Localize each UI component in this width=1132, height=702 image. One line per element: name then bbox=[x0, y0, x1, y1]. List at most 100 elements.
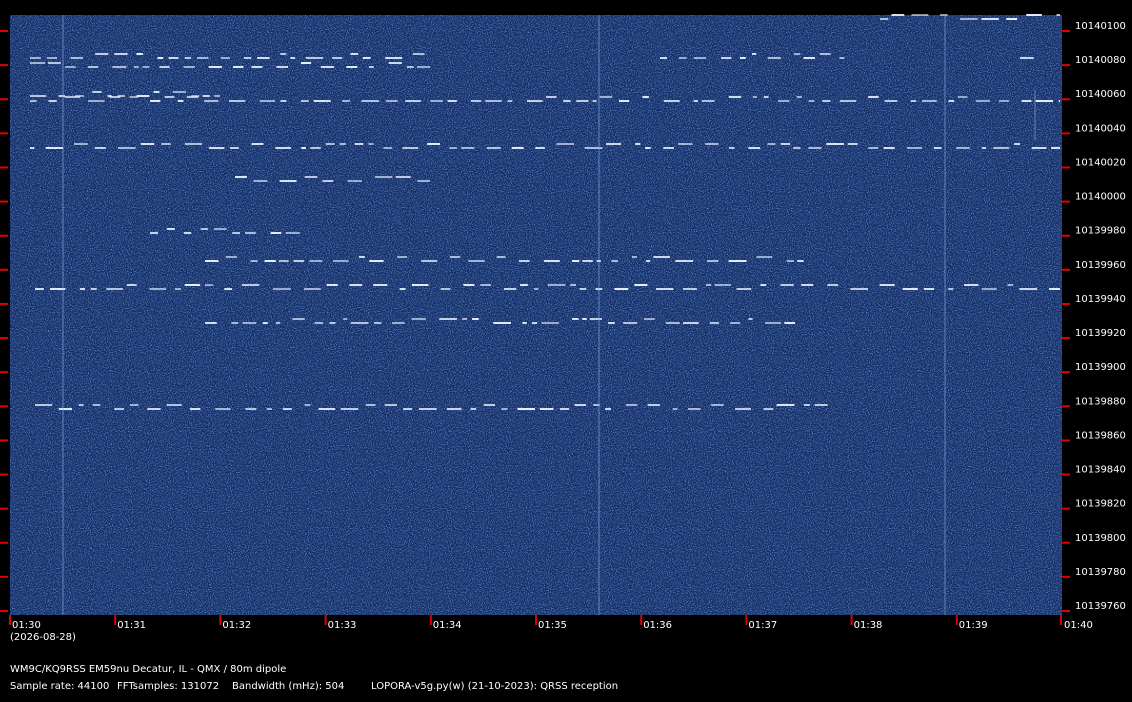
trace-dash bbox=[797, 260, 804, 262]
trace-dash bbox=[539, 408, 554, 410]
trace-dash bbox=[948, 288, 954, 290]
trace-dash bbox=[225, 256, 238, 258]
trace-dash bbox=[183, 66, 195, 68]
trace-dash bbox=[347, 180, 362, 182]
trace-dash bbox=[735, 408, 751, 410]
trace-dash bbox=[1035, 100, 1054, 102]
trace-dash bbox=[46, 57, 57, 59]
trace-dash bbox=[276, 66, 289, 68]
time-tick bbox=[955, 615, 958, 625]
trace-dash bbox=[730, 322, 741, 324]
trace-dash bbox=[332, 260, 349, 262]
trace-dash bbox=[579, 288, 587, 290]
trace-dash bbox=[342, 100, 350, 102]
trace-dash bbox=[385, 100, 398, 102]
trace-dash bbox=[808, 147, 822, 149]
trace-dash bbox=[232, 232, 241, 234]
trace-dash bbox=[166, 228, 175, 230]
trace-dash bbox=[392, 322, 405, 324]
trace-dash bbox=[571, 260, 580, 262]
trace-dash bbox=[642, 96, 649, 98]
trace-dash bbox=[30, 57, 41, 59]
frequency-label: 10140040 bbox=[1075, 123, 1126, 134]
trace-dash bbox=[814, 404, 828, 406]
trace-dash bbox=[701, 100, 715, 102]
trace-dash bbox=[534, 288, 539, 290]
trace-dash bbox=[780, 143, 791, 145]
left-tick bbox=[0, 200, 8, 203]
trace-dash bbox=[803, 404, 810, 406]
trace-dash bbox=[30, 100, 37, 102]
trace-dash bbox=[625, 404, 638, 406]
trace-dash bbox=[714, 284, 732, 286]
trace-dash bbox=[177, 100, 184, 102]
trace-dash bbox=[675, 260, 694, 262]
trace-dash bbox=[906, 147, 922, 149]
left-tick bbox=[0, 30, 8, 32]
right-tick bbox=[1062, 30, 1070, 32]
trace-dash bbox=[784, 322, 795, 324]
trace-dash bbox=[395, 176, 411, 178]
trace-dash bbox=[275, 322, 281, 324]
trace-dash bbox=[468, 260, 485, 262]
trace-dash bbox=[911, 14, 929, 16]
trace-dash bbox=[728, 147, 735, 149]
frequency-label: 10139920 bbox=[1075, 328, 1126, 339]
frequency-label: 10139900 bbox=[1075, 362, 1126, 373]
trace-dash bbox=[369, 66, 374, 68]
trace-dash bbox=[405, 100, 421, 102]
trace-dash bbox=[605, 408, 611, 410]
trace-dash bbox=[412, 53, 425, 55]
trace-dash bbox=[147, 408, 161, 410]
trace-dash bbox=[150, 100, 161, 102]
trace-dash bbox=[634, 284, 648, 286]
left-tick bbox=[0, 166, 8, 169]
trace-dash bbox=[304, 404, 311, 406]
right-tick bbox=[1062, 575, 1070, 578]
trace-dash bbox=[1049, 288, 1060, 290]
trace-dash bbox=[572, 318, 579, 320]
trace-dash bbox=[205, 260, 219, 262]
trace-dash bbox=[184, 143, 203, 145]
trace-dash bbox=[705, 143, 719, 145]
vertical-streak bbox=[62, 15, 64, 615]
right-tick bbox=[1062, 473, 1070, 476]
fft-samples: FFTsamples: 131072 bbox=[117, 681, 219, 692]
trace-dash bbox=[470, 408, 477, 410]
time-tick bbox=[850, 615, 853, 625]
trace-dash bbox=[998, 100, 1010, 102]
trace-dash bbox=[518, 260, 530, 262]
trace-dash bbox=[300, 100, 309, 102]
trace-dash bbox=[993, 147, 1010, 149]
trace-dash bbox=[362, 57, 371, 59]
trace-dash bbox=[483, 404, 496, 406]
trace-dash bbox=[285, 232, 300, 234]
trace-dash bbox=[140, 143, 155, 145]
trace-dash bbox=[411, 284, 429, 286]
trace-dash bbox=[503, 288, 517, 290]
right-tick bbox=[1062, 268, 1070, 271]
frequency-label: 10139980 bbox=[1075, 226, 1126, 237]
trace-dash bbox=[584, 147, 603, 149]
trace-dash bbox=[793, 147, 801, 149]
trace-dash bbox=[582, 260, 593, 262]
trace-dash bbox=[129, 404, 139, 406]
trace-dash bbox=[683, 288, 697, 290]
trace-dash bbox=[763, 96, 769, 98]
trace-dash bbox=[902, 288, 918, 290]
trace-dash bbox=[1026, 14, 1042, 16]
trace-dash bbox=[751, 53, 757, 55]
trace-dash bbox=[556, 143, 575, 145]
trace-dash bbox=[839, 57, 845, 59]
time-label: 01:32 bbox=[222, 620, 251, 631]
time-tick bbox=[535, 615, 537, 625]
trace-dash bbox=[114, 53, 128, 55]
time-tick bbox=[429, 615, 432, 625]
trace-dash bbox=[183, 232, 192, 234]
trace-dash bbox=[430, 100, 443, 102]
trace-dash bbox=[440, 288, 451, 290]
right-tick bbox=[1062, 132, 1070, 135]
frequency-label: 10139780 bbox=[1075, 567, 1126, 578]
trace-dash bbox=[416, 66, 430, 68]
trace-dash bbox=[228, 100, 246, 102]
